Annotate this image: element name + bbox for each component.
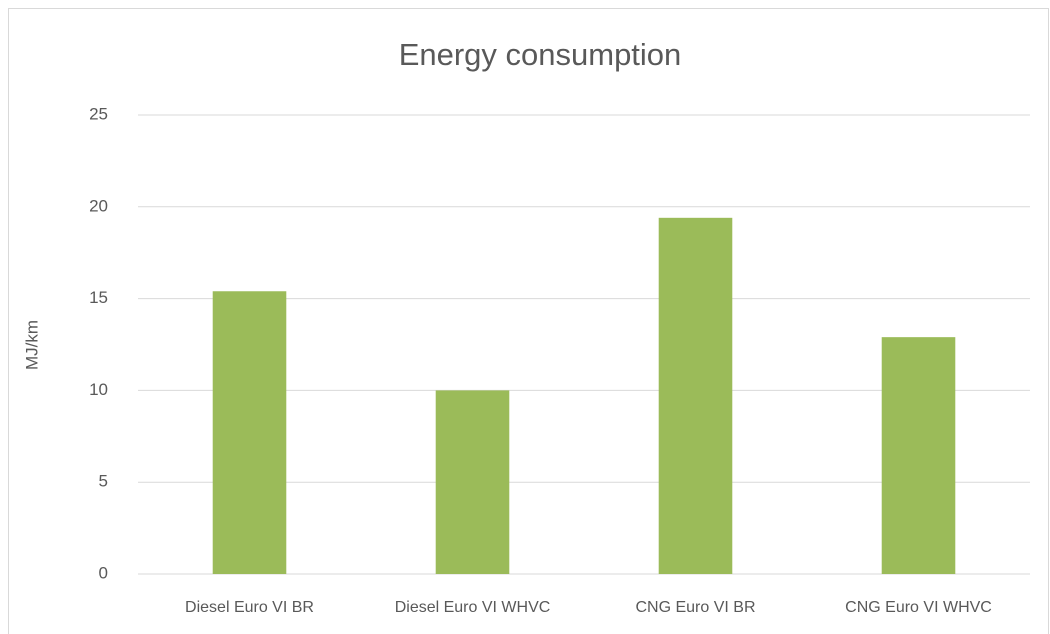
x-tick-label: CNG Euro VI BR — [635, 599, 755, 616]
chart-title: Energy consumption — [399, 37, 682, 72]
y-tick-label: 25 — [89, 104, 108, 123]
y-tick-label: 5 — [99, 472, 108, 491]
y-tick-label: 10 — [89, 380, 108, 399]
x-tick-label: Diesel Euro VI BR — [185, 599, 314, 616]
bar — [658, 217, 733, 575]
y-tick-label: 0 — [99, 563, 108, 582]
y-axis-label: MJ/km — [22, 320, 41, 370]
x-tick-label: CNG Euro VI WHVC — [845, 599, 992, 616]
x-tick-label: Diesel Euro VI WHVC — [395, 599, 551, 616]
chart-border — [8, 8, 1049, 634]
y-tick-label: 15 — [89, 288, 108, 307]
bar — [212, 291, 287, 574]
bar — [881, 337, 956, 574]
y-tick-label: 20 — [89, 196, 108, 215]
bar — [435, 390, 510, 574]
